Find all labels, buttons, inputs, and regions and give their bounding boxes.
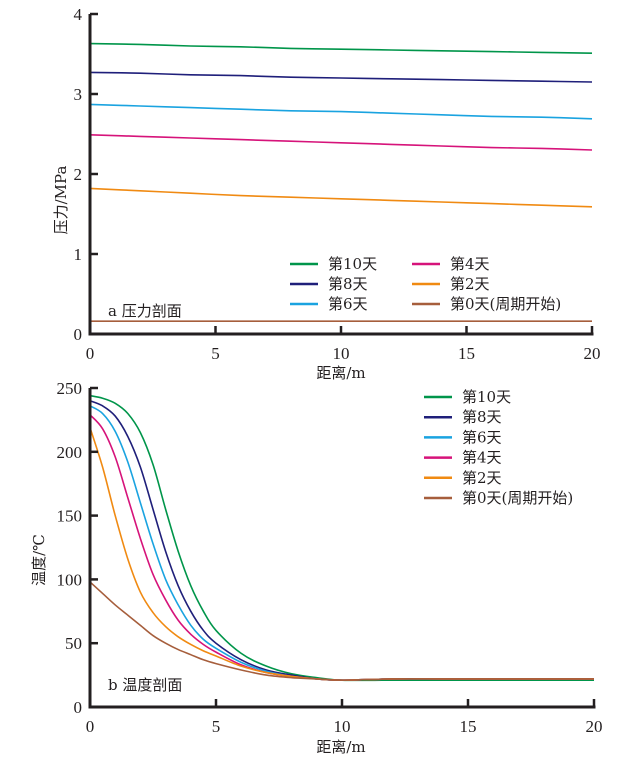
temperature-y-tick-label: 150 — [57, 507, 83, 526]
pressure-series-line-4 — [89, 187, 593, 208]
temperature-series-line-3 — [89, 414, 594, 682]
pressure-x-tick-label: 10 — [333, 344, 350, 363]
pressure-legend-label: 第0天(周期开始) — [450, 295, 561, 313]
temperature-legend-item: 第6天 — [424, 428, 502, 446]
pressure-legend-label: 第2天 — [450, 275, 490, 293]
pressure-y-axis-title: 压力/MPa — [52, 166, 70, 235]
temperature-legend-label: 第4天 — [462, 449, 502, 467]
pressure-chart: 0 5 10 15 20 0 1 2 3 4 距离/m 压力/MPa a 压力剖面 第10天第8… — [52, 5, 601, 382]
temperature-legend-label: 第6天 — [462, 428, 502, 446]
pressure-y-tick-label: 1 — [74, 245, 83, 264]
pressure-x-tick-label: 0 — [86, 344, 95, 363]
pressure-legend-item: 第0天(周期开始) — [412, 295, 561, 313]
temperature-series-line-5 — [89, 581, 594, 682]
temperature-x-tick-label: 20 — [586, 717, 603, 736]
temperature-legend-item: 第8天 — [424, 408, 502, 426]
temperature-y-tick-label: 200 — [57, 443, 83, 462]
temperature-series-line-1 — [89, 400, 594, 682]
pressure-y-tick-label: 0 — [74, 325, 83, 344]
temperature-y-tick-label: 0 — [74, 698, 83, 717]
pressure-x-axis-title: 距离/m — [316, 364, 365, 382]
temperature-x-tick-label: 5 — [212, 717, 221, 736]
pressure-legend-label: 第8天 — [328, 275, 368, 293]
temperature-y-tick-label: 100 — [57, 570, 83, 589]
pressure-series-line-1 — [89, 71, 593, 83]
temperature-y-tick-label: 250 — [57, 379, 83, 398]
pressure-legend-item: 第10天 — [290, 255, 377, 273]
pressure-legend-item: 第8天 — [290, 275, 368, 293]
temperature-legend-label: 第2天 — [462, 469, 502, 487]
pressure-legend-label: 第6天 — [328, 295, 368, 313]
temperature-series-group — [89, 394, 594, 682]
temperature-series-line-0 — [89, 394, 594, 682]
temperature-legend-item: 第0天(周期开始) — [424, 489, 573, 507]
pressure-legend-item: 第2天 — [412, 275, 490, 293]
temperature-x-tick-label: 10 — [334, 717, 351, 736]
pressure-y-tick-label: 3 — [74, 85, 83, 104]
temperature-legend-label: 第10天 — [462, 388, 511, 406]
pressure-series-group — [89, 42, 593, 323]
pressure-y-tick-label: 4 — [74, 5, 83, 24]
temperature-y-axis-title: 温度/℃ — [30, 534, 48, 586]
pressure-x-tick-label: 5 — [211, 344, 220, 363]
pressure-legend-item: 第6天 — [290, 295, 368, 313]
pressure-legend-label: 第10天 — [328, 255, 377, 273]
pressure-x-tick-label: 15 — [458, 344, 475, 363]
pressure-legend-label: 第4天 — [450, 255, 490, 273]
temperature-legend-item: 第10天 — [424, 388, 511, 406]
temperature-legend-item: 第4天 — [424, 449, 502, 467]
pressure-series-line-2 — [89, 103, 593, 120]
temperature-y-tick-label: 50 — [65, 634, 82, 653]
temperature-chart: 0 5 10 15 20 0 50 100 150 200 250 距离/m 温度/℃ b 温度剖… — [30, 379, 603, 756]
pressure-series-line-0 — [89, 42, 593, 54]
temperature-series-line-2 — [89, 405, 594, 682]
pressure-panel-label: a 压力剖面 — [108, 302, 182, 320]
pressure-y-ticks: 0 1 2 3 4 — [74, 5, 98, 344]
temperature-legend-item: 第2天 — [424, 469, 502, 487]
temperature-panel-label: b 温度剖面 — [108, 676, 182, 694]
pressure-x-ticks: 0 5 10 15 20 — [86, 326, 601, 363]
temperature-x-tick-label: 0 — [86, 717, 95, 736]
temperature-legend-label: 第8天 — [462, 408, 502, 426]
temperature-x-tick-label: 15 — [460, 717, 477, 736]
temperature-y-ticks: 0 50 100 150 200 250 — [57, 379, 98, 717]
pressure-legend-item: 第4天 — [412, 255, 490, 273]
pressure-x-tick-label: 20 — [584, 344, 601, 363]
pressure-y-tick-label: 2 — [74, 165, 83, 184]
temperature-x-axis-title: 距离/m — [316, 738, 365, 756]
temperature-legend-label: 第0天(周期开始) — [462, 489, 573, 507]
temperature-x-ticks: 0 5 10 15 20 — [86, 699, 603, 736]
pressure-series-line-3 — [89, 134, 593, 151]
